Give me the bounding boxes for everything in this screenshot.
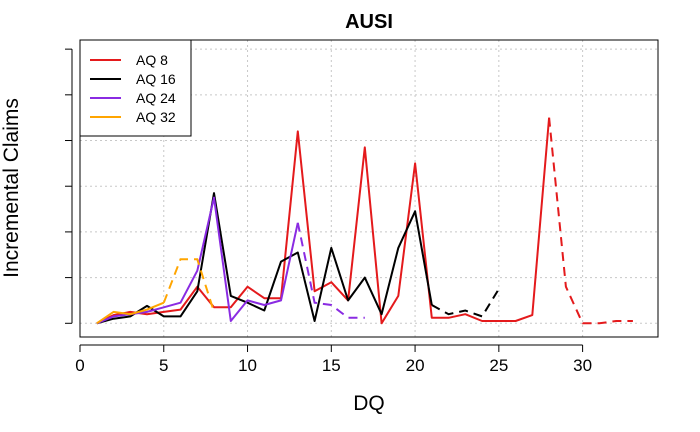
legend-label: AQ 24 xyxy=(136,90,176,106)
x-tick-label: 10 xyxy=(238,356,257,375)
series-line xyxy=(96,117,551,325)
series-projected-line xyxy=(548,117,633,325)
series-projected-line xyxy=(296,222,365,319)
series-line xyxy=(96,192,433,325)
series-projected-line xyxy=(431,288,500,318)
plot-box xyxy=(79,39,659,338)
series-line xyxy=(96,301,165,325)
legend: AQ 8 AQ 16 AQ 24 AQ 32 xyxy=(79,39,192,137)
legend-label: AQ 16 xyxy=(136,71,176,87)
x-axis: 0 5 10 15 20 25 30 xyxy=(75,344,592,375)
series-projected-line xyxy=(162,258,215,313)
y-axis-label: Incremental Claims xyxy=(0,98,23,278)
legend-box xyxy=(79,39,192,137)
x-tick-label: 5 xyxy=(159,356,168,375)
y-axis xyxy=(65,48,73,324)
x-tick-label: 25 xyxy=(489,356,508,375)
x-tick-label: 20 xyxy=(406,356,425,375)
x-axis-label: DQ xyxy=(353,392,385,415)
chart-title: AUSI xyxy=(345,11,393,33)
x-tick-label: 15 xyxy=(322,356,341,375)
series-layer xyxy=(96,117,633,325)
x-tick-label: 0 xyxy=(75,356,84,375)
legend-label: AQ 8 xyxy=(136,52,168,68)
legend-label: AQ 32 xyxy=(136,109,176,125)
x-tick-label: 30 xyxy=(573,356,592,375)
